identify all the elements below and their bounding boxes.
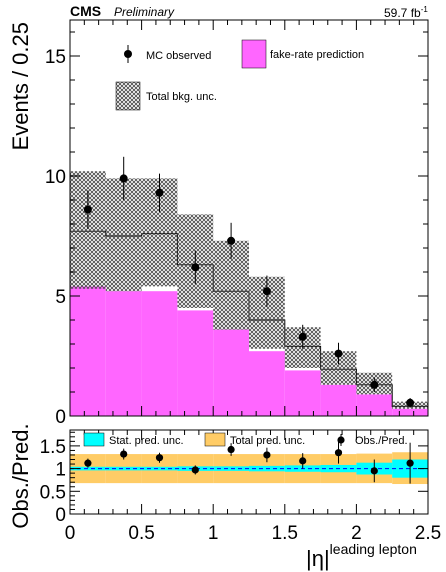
y-tick-label: 15 [45,47,66,68]
ratio-point [370,467,378,475]
preliminary-label: Preliminary [114,5,175,19]
lumi-label: 59.7 fb-1 [384,5,428,20]
fake-rate-bar [177,310,214,416]
legend-obs-label: Obs./Pred. [355,435,408,447]
y-tick-label: 0 [55,407,66,428]
ratio-y-tick-label: 1 [55,460,66,481]
fake-rate-bar [320,384,357,416]
mc-observed-point [119,174,128,183]
mc-observed-point [334,349,343,358]
ratio-axes: 00.511.50 0.5 1 1.5 2 2.5 [40,430,441,544]
x-axis-title-sup: leading lepton [330,541,417,557]
legend-unc-label: Total bkg. unc. [146,91,217,103]
lumi-value: 59.7 fb [384,6,421,20]
stat-unc-band [141,466,178,471]
legend-mc-marker [124,50,132,58]
fake-rate-bar [392,408,428,416]
x-axis-title: |η|leading lepton [306,541,417,571]
mc-observed-point [227,236,236,245]
x-tick-label: 2.5 [415,523,441,544]
ratio-point [334,449,343,457]
mc-observed-point [262,287,271,296]
ratio-point [227,445,235,454]
legend-fake-label: fake-rate prediction [270,49,364,61]
x-tick-label: 2 [351,523,362,544]
fake-rate-bar [70,286,106,416]
uncertainty-band [70,171,106,289]
fake-rate-bar [284,370,321,416]
ratio-frame [69,429,429,515]
fake-rate-bar [141,291,178,416]
mc-observed-point [298,332,307,341]
main-frame [69,19,429,417]
ratio-point [191,466,199,474]
ratio-point [155,454,164,462]
x-tick-label: 1.5 [272,523,298,544]
mc-observed-point [191,263,200,272]
legend-unc-swatch [115,81,141,111]
ratio-y-tick-label: 1.5 [40,437,66,458]
ratio-point [299,457,307,465]
ratio-panel [70,441,428,485]
ratio-point [406,459,414,467]
y-tick-label: 5 [55,287,66,308]
main-axes: 0 5 10 15 [45,20,429,428]
fake-rate-bar [249,351,285,416]
cms-label: CMS [70,3,101,19]
main-panel [69,156,429,416]
y-tick-label: 10 [45,167,66,188]
ratio-legend: Stat. pred. unc. Total pred. unc. Obs./P… [83,432,408,447]
lumi-unit-sup: -1 [421,5,429,14]
ratio-point [263,451,271,459]
legend-total-label: Total pred. unc. [230,435,305,447]
legend-stat-label: Stat. pred. unc. [109,435,184,447]
mc-observed-point [370,380,379,389]
fake-rate-bar [105,291,142,416]
ratio-y-tick-label: 0.5 [40,482,66,503]
x-axis-title-main: |η| [306,546,330,571]
legend-obs-marker [337,436,345,444]
fake-rate-bar [213,329,249,416]
x-tick-label: 1 [208,523,219,544]
ratio-point [120,450,128,458]
main-y-axis-title: Events / 0.25 [8,22,33,150]
legend-mc-label: MC observed [146,50,211,62]
mc-observed-point [83,205,92,214]
mc-observed-point [406,398,415,407]
stat-unc-band [105,466,142,471]
mc-observed-point [155,188,164,197]
x-tick-label: 0 [65,523,76,544]
legend-total-swatch [204,432,226,447]
main-legend: MC observed fake-rate prediction Total b… [115,39,364,111]
x-tick-label: 0.5 [128,523,154,544]
fake-rate-bar [356,394,393,416]
legend-fake-swatch [241,39,267,69]
ratio-point [84,459,92,467]
ratio-y-axis-title: Obs./Pred. [8,423,33,528]
ratio-y-tick-label: 0 [55,505,66,526]
legend-stat-swatch [83,432,105,447]
